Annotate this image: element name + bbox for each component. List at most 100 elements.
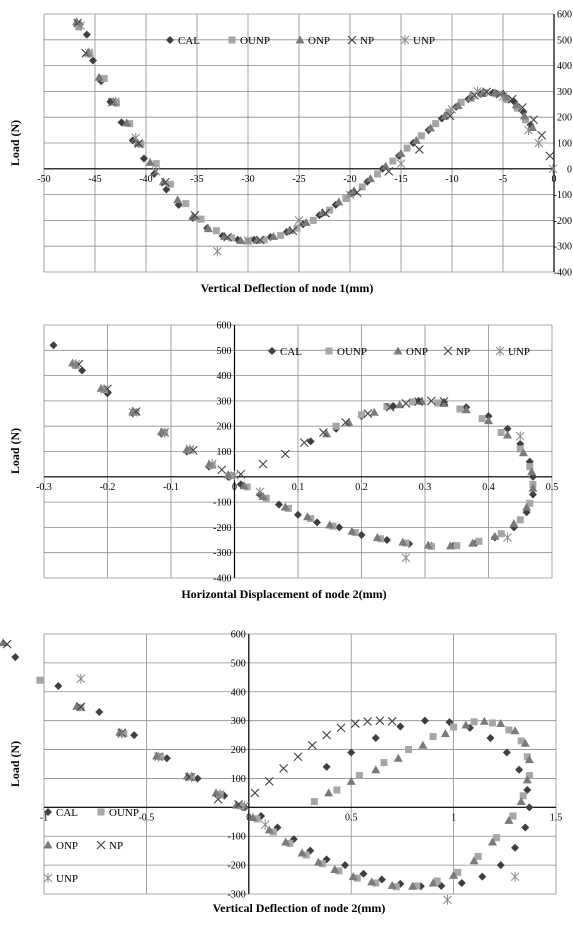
data-point — [519, 792, 527, 800]
data-point — [411, 135, 421, 144]
data-point — [484, 412, 493, 421]
data-point — [515, 431, 525, 442]
y-tick-label: -100 — [227, 832, 245, 843]
y-tick-label: 100 — [231, 774, 246, 785]
data-point — [336, 723, 346, 733]
data-point — [389, 401, 398, 410]
data-point — [486, 734, 495, 742]
data-point — [490, 531, 500, 540]
data-point — [526, 499, 534, 507]
data-point — [439, 397, 449, 406]
data-point — [215, 789, 225, 800]
data-point — [252, 235, 262, 244]
legend-label: ONP — [56, 840, 78, 852]
data-point — [99, 384, 109, 395]
y-tick-label: 300 — [231, 716, 246, 727]
data-point — [525, 772, 533, 780]
data-point — [501, 92, 511, 101]
data-point — [528, 483, 538, 492]
data-point — [306, 437, 315, 446]
data-point — [335, 523, 344, 532]
data-point — [418, 740, 428, 749]
data-point — [213, 246, 222, 257]
data-point — [417, 132, 425, 140]
y-tick-label: 600 — [217, 321, 232, 332]
x-tick-label: -30 — [241, 174, 254, 185]
legend-item-np: NP — [96, 840, 123, 852]
data-point — [445, 541, 455, 550]
y-tick-label: 600 — [231, 630, 246, 641]
data-point — [188, 212, 198, 221]
y-tick-label: -400 — [554, 268, 572, 279]
x-tick-label: -0.2 — [100, 482, 116, 493]
data-point — [503, 424, 512, 433]
data-point — [534, 138, 544, 148]
legend-label: OUNP — [240, 35, 270, 47]
data-point — [94, 72, 104, 81]
legend-marker — [228, 36, 236, 44]
x-tick-label: 0 — [246, 812, 251, 823]
data-point — [264, 825, 274, 834]
data-point — [128, 407, 138, 418]
data-point — [77, 704, 85, 712]
data-point — [433, 877, 441, 885]
series-cal — [49, 341, 537, 550]
data-point — [345, 189, 355, 200]
data-point — [478, 415, 486, 423]
data-point — [387, 880, 397, 889]
x-tick-label: 0.1 — [292, 482, 305, 493]
data-point — [371, 734, 380, 742]
legend-label: OUNP — [337, 346, 367, 358]
series-onp — [68, 358, 538, 550]
data-point — [468, 538, 478, 547]
legend-marker — [268, 347, 276, 355]
data-point — [439, 398, 449, 407]
legend-item-cal: CAL — [166, 35, 200, 47]
data-point — [524, 755, 534, 764]
data-point — [211, 788, 221, 797]
data-point — [152, 160, 160, 168]
data-point — [478, 88, 488, 97]
data-point — [130, 731, 139, 740]
data-point — [353, 874, 361, 882]
data-point — [357, 530, 366, 539]
data-point — [402, 539, 410, 547]
series-ounp — [36, 676, 533, 891]
data-point — [456, 405, 464, 413]
y-axis-title: Load (N) — [8, 428, 22, 474]
legend-label: NP — [360, 35, 374, 47]
data-point — [528, 490, 537, 499]
data-point — [160, 427, 170, 438]
legend-label: ONP — [406, 346, 428, 358]
data-point — [131, 407, 141, 416]
data-point — [401, 552, 411, 563]
legend-item-ounp: OUNP — [228, 35, 270, 47]
data-point — [126, 120, 134, 128]
legend-marker — [325, 347, 333, 355]
data-point — [341, 418, 351, 427]
y-tick-label: 400 — [557, 61, 572, 72]
data-point — [488, 837, 498, 846]
data-point — [509, 519, 519, 528]
legend-label: UNP — [56, 873, 78, 885]
data-point — [313, 857, 323, 866]
y-tick-label: -200 — [213, 523, 231, 534]
data-point — [372, 879, 380, 887]
legend-marker — [97, 808, 105, 816]
legend-marker — [443, 346, 453, 356]
x-tick-label: -0.5 — [138, 812, 154, 823]
data-point — [511, 100, 521, 109]
data-point — [139, 154, 148, 163]
data-point — [440, 729, 450, 738]
data-point — [330, 864, 340, 873]
data-point — [36, 676, 44, 684]
data-point — [510, 871, 520, 882]
data-point — [227, 472, 235, 480]
data-point — [426, 396, 436, 406]
data-point — [151, 166, 161, 177]
legend-label: CAL — [178, 35, 200, 47]
data-point — [321, 208, 330, 218]
data-point — [182, 444, 192, 453]
data-point — [166, 180, 174, 188]
data-point — [299, 438, 309, 448]
